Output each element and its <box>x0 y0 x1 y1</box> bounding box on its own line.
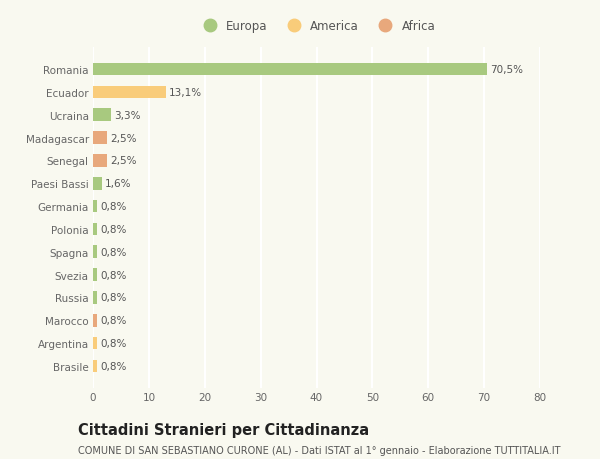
Bar <box>93 291 97 304</box>
Bar <box>93 132 107 145</box>
Text: 0,8%: 0,8% <box>100 316 127 325</box>
Text: 0,8%: 0,8% <box>100 270 127 280</box>
Text: 2,5%: 2,5% <box>110 133 136 143</box>
Legend: Europa, America, Africa: Europa, America, Africa <box>198 20 435 33</box>
Bar <box>93 86 166 99</box>
Bar <box>93 178 102 190</box>
Text: 0,8%: 0,8% <box>100 361 127 371</box>
Bar <box>93 109 112 122</box>
Text: 1,6%: 1,6% <box>105 179 131 189</box>
Text: 3,3%: 3,3% <box>114 111 141 120</box>
Text: 70,5%: 70,5% <box>490 65 523 75</box>
Text: COMUNE DI SAN SEBASTIANO CURONE (AL) - Dati ISTAT al 1° gennaio - Elaborazione T: COMUNE DI SAN SEBASTIANO CURONE (AL) - D… <box>78 445 560 455</box>
Bar <box>93 223 97 235</box>
Text: 0,8%: 0,8% <box>100 338 127 348</box>
Bar <box>93 64 487 76</box>
Bar <box>93 155 107 168</box>
Bar <box>93 314 97 327</box>
Bar <box>93 360 97 372</box>
Text: 2,5%: 2,5% <box>110 156 136 166</box>
Text: 0,8%: 0,8% <box>100 293 127 303</box>
Text: 0,8%: 0,8% <box>100 224 127 235</box>
Bar <box>93 246 97 258</box>
Text: 13,1%: 13,1% <box>169 88 202 98</box>
Bar <box>93 337 97 350</box>
Bar <box>93 201 97 213</box>
Text: 0,8%: 0,8% <box>100 247 127 257</box>
Text: 0,8%: 0,8% <box>100 202 127 212</box>
Bar <box>93 269 97 281</box>
Text: Cittadini Stranieri per Cittadinanza: Cittadini Stranieri per Cittadinanza <box>78 422 369 437</box>
